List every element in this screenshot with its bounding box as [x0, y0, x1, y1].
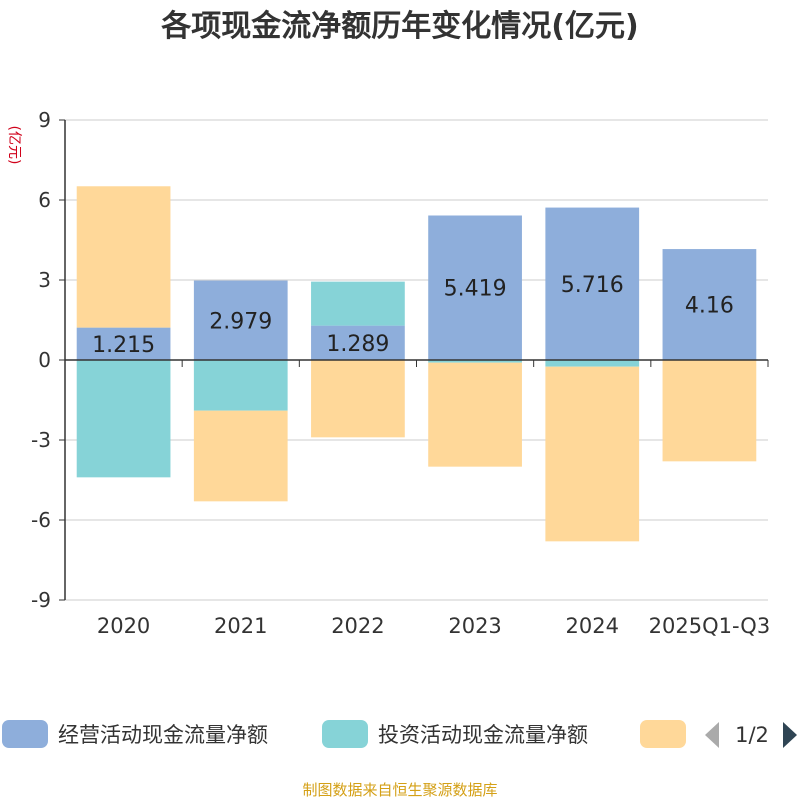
bar-segment-series-0: [76, 327, 171, 360]
data-label: 1.289: [326, 332, 389, 357]
bar-segment-series-2: [545, 366, 640, 542]
bar-segment-series-0: [193, 280, 288, 360]
axes: 9 6 3 0 -3 -6 -9 2020 2021 2022 2023 2024 2025Q1-Q3: [31, 108, 770, 638]
legend-label[interactable]: 投资活动现金流量净额: [378, 723, 588, 747]
y-tick-label: -9: [31, 588, 51, 612]
x-tick-label: 2025Q1-Q3: [649, 614, 771, 638]
bar-segment-series-2: [311, 360, 405, 438]
bar-segment-series-1: [545, 360, 640, 367]
y-tick-label: 3: [38, 268, 51, 292]
bar-segment-series-2: [662, 360, 757, 462]
bar-segment-series-2: [428, 362, 522, 467]
y-axis-label: (亿元): [6, 126, 22, 165]
legend-page-indicator: 1/2: [735, 723, 769, 747]
chart-title: 各项现金流净额历年变化情况(亿元): [160, 9, 638, 44]
legend-swatch[interactable]: [322, 720, 368, 748]
x-tick-label: 2020: [97, 614, 150, 638]
bar-segment-series-0: [545, 207, 640, 360]
legend: 经营活动现金流量净额 投资活动现金流量净额 1/2: [2, 720, 797, 748]
y-tick-label: -3: [31, 428, 51, 452]
y-tick-label: 6: [38, 188, 51, 212]
bar-segment-series-1: [311, 281, 405, 326]
bar-segment-series-0: [662, 249, 757, 360]
bars: [76, 186, 757, 542]
data-label: 5.716: [561, 273, 624, 298]
grid-lines: [65, 119, 768, 601]
data-label: 4.16: [685, 294, 734, 319]
legend-next-icon[interactable]: [783, 722, 797, 748]
y-tick-label: 0: [38, 348, 51, 372]
bar-segment-series-1: [76, 360, 171, 478]
x-tick-label: 2024: [566, 614, 619, 638]
bar-segment-series-2: [193, 410, 288, 502]
legend-prev-icon[interactable]: [705, 722, 719, 748]
data-labels: 1.215 2.979 1.289 5.419 5.716 4.16: [92, 273, 734, 358]
x-tick-label: 2022: [331, 614, 384, 638]
source-note: 制图数据来自恒生聚源数据库: [302, 781, 497, 799]
legend-swatch[interactable]: [640, 720, 686, 748]
x-tick-label: 2021: [214, 614, 267, 638]
data-label: 1.215: [92, 333, 155, 358]
data-label: 5.419: [444, 277, 507, 302]
legend-label[interactable]: 经营活动现金流量净额: [58, 723, 268, 747]
data-label: 2.979: [209, 309, 272, 334]
legend-swatch[interactable]: [2, 720, 48, 748]
bar-segment-series-1: [428, 360, 522, 363]
x-tick-label: 2023: [448, 614, 501, 638]
bar-segment-series-0: [311, 325, 405, 360]
bar-segment-series-0: [428, 215, 522, 360]
y-tick-label: -6: [31, 508, 51, 532]
bar-segment-series-2: [76, 186, 171, 328]
y-tick-label: 9: [38, 108, 51, 132]
bar-segment-series-1: [193, 360, 288, 411]
